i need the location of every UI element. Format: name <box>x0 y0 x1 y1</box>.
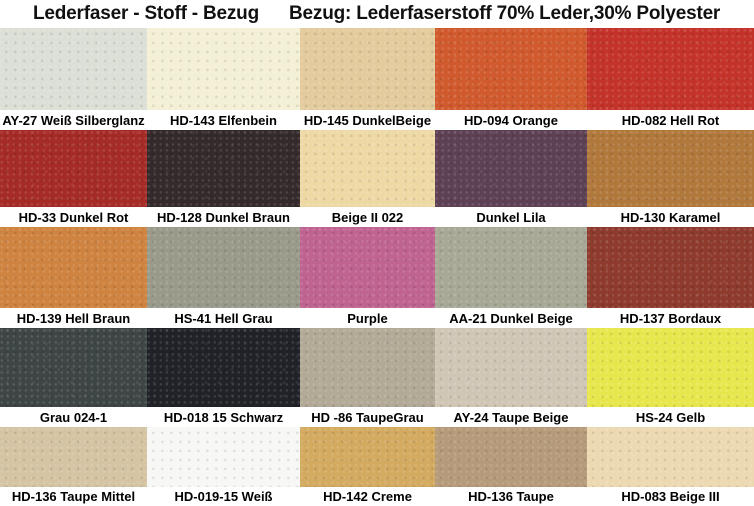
swatch-label: HD-130 Karamel <box>587 207 754 227</box>
color-swatch <box>300 328 435 407</box>
swatch-label: HD-128 Dunkel Braun <box>147 207 300 227</box>
swatch-cell: HS-41 Hell Grau <box>147 227 300 328</box>
swatch-label: HD -86 TaupeGrau <box>300 407 435 427</box>
color-swatch <box>435 328 587 407</box>
swatch-cell: HD -86 TaupeGrau <box>300 328 435 427</box>
swatch-label: HS-41 Hell Grau <box>147 308 300 328</box>
page-header: Lederfaser - Stoff - Bezug Bezug: Lederf… <box>0 0 754 28</box>
swatch-label: HD-142 Creme <box>300 487 435 506</box>
color-swatch <box>587 328 754 407</box>
swatch-cell: HD-083 Beige III <box>587 427 754 506</box>
swatch-cell: HD-094 Orange <box>435 28 587 130</box>
color-swatch <box>147 28 300 110</box>
color-swatch <box>435 427 587 487</box>
swatch-cell: HD-33 Dunkel Rot <box>0 130 147 227</box>
swatch-label: HD-082 Hell Rot <box>587 110 754 130</box>
swatch-row: HD-139 Hell Braun HS-41 Hell Grau Purple AA… <box>0 227 754 328</box>
swatch-cell: HD-019-15 Weiß <box>147 427 300 506</box>
color-swatch <box>300 130 435 207</box>
swatch-grid: AY-27 Weiß Silberglanz HD-143 Elfenbein HD… <box>0 28 754 506</box>
color-swatch <box>147 227 300 308</box>
swatch-label: HD-137 Bordaux <box>587 308 754 328</box>
color-swatch <box>587 28 754 110</box>
swatch-cell: HD-145 DunkelBeige <box>300 28 435 130</box>
swatch-cell: AY-24 Taupe Beige <box>435 328 587 427</box>
color-swatch <box>0 328 147 407</box>
color-swatch <box>435 28 587 110</box>
swatch-label: Beige II 022 <box>300 207 435 227</box>
swatch-cell: HD-018 15 Schwarz <box>147 328 300 427</box>
page-title-right: Bezug: Lederfaserstoff 70% Leder,30% Pol… <box>289 3 721 24</box>
swatch-label: HD-019-15 Weiß <box>147 487 300 506</box>
swatch-label: HD-083 Beige III <box>587 487 754 506</box>
swatch-cell: Grau 024-1 <box>0 328 147 427</box>
swatch-label: AA-21 Dunkel Beige <box>435 308 587 328</box>
color-swatch <box>300 427 435 487</box>
color-swatch <box>587 130 754 207</box>
color-swatch <box>147 130 300 207</box>
swatch-cell: HD-143 Elfenbein <box>147 28 300 130</box>
swatch-cell: Purple <box>300 227 435 328</box>
color-swatch <box>147 328 300 407</box>
swatch-row: HD-33 Dunkel Rot HD-128 Dunkel Braun Beige… <box>0 130 754 227</box>
swatch-cell: HD-130 Karamel <box>587 130 754 227</box>
swatch-cell: HD-128 Dunkel Braun <box>147 130 300 227</box>
color-swatch <box>435 227 587 308</box>
swatch-cell: Beige II 022 <box>300 130 435 227</box>
swatch-label: AY-24 Taupe Beige <box>435 407 587 427</box>
swatch-label: Dunkel Lila <box>435 207 587 227</box>
swatch-cell: HS-24 Gelb <box>587 328 754 427</box>
swatch-row: Grau 024-1 HD-018 15 Schwarz HD -86 TaupeG… <box>0 328 754 427</box>
swatch-row: AY-27 Weiß Silberglanz HD-143 Elfenbein HD… <box>0 28 754 130</box>
swatch-label: HD-145 DunkelBeige <box>300 110 435 130</box>
color-swatch <box>0 427 147 487</box>
swatch-cell: AA-21 Dunkel Beige <box>435 227 587 328</box>
swatch-label: HD-018 15 Schwarz <box>147 407 300 427</box>
swatch-cell: HD-136 Taupe <box>435 427 587 506</box>
swatch-cell: HD-142 Creme <box>300 427 435 506</box>
page-title-left: Lederfaser - Stoff - Bezug <box>33 3 259 24</box>
swatch-label: HD-136 Taupe Mittel <box>0 487 147 506</box>
color-swatch <box>0 227 147 308</box>
swatch-label: AY-27 Weiß Silberglanz <box>0 110 147 130</box>
color-swatch <box>435 130 587 207</box>
color-swatch <box>300 28 435 110</box>
swatch-label: Purple <box>300 308 435 328</box>
swatch-label: HD-094 Orange <box>435 110 587 130</box>
swatch-label: HD-143 Elfenbein <box>147 110 300 130</box>
swatch-label: HS-24 Gelb <box>587 407 754 427</box>
color-swatch <box>147 427 300 487</box>
color-swatch <box>0 130 147 207</box>
swatch-label: Grau 024-1 <box>0 407 147 427</box>
swatch-cell: HD-082 Hell Rot <box>587 28 754 130</box>
swatch-cell: HD-136 Taupe Mittel <box>0 427 147 506</box>
color-swatch <box>587 427 754 487</box>
swatch-cell: HD-139 Hell Braun <box>0 227 147 328</box>
swatch-row: HD-136 Taupe Mittel HD-019-15 Weiß HD-142 … <box>0 427 754 506</box>
swatch-label: HD-33 Dunkel Rot <box>0 207 147 227</box>
swatch-cell: AY-27 Weiß Silberglanz <box>0 28 147 130</box>
swatch-cell: Dunkel Lila <box>435 130 587 227</box>
swatch-label: HD-136 Taupe <box>435 487 587 506</box>
color-swatch <box>0 28 147 110</box>
color-swatch <box>300 227 435 308</box>
color-swatch <box>587 227 754 308</box>
swatch-cell: HD-137 Bordaux <box>587 227 754 328</box>
swatch-label: HD-139 Hell Braun <box>0 308 147 328</box>
